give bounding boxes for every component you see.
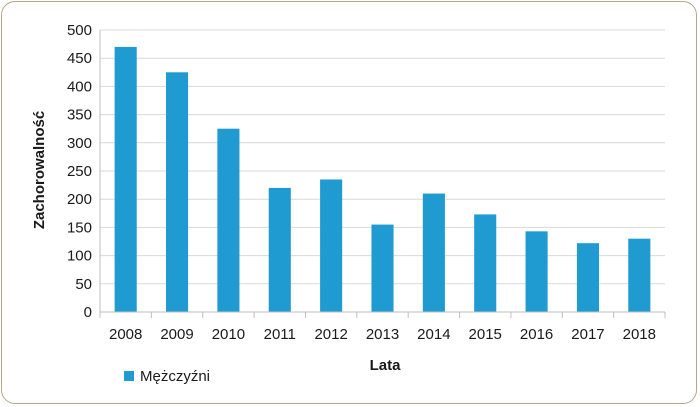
axes [99,30,666,318]
bar [114,46,137,313]
y-tick-label: 250 [67,163,92,180]
y-tick-label: 350 [67,107,92,124]
y-tick-label: 400 [67,78,92,95]
x-tick-label: 2010 [212,326,245,343]
y-tick-label: 150 [67,219,92,236]
x-tick-label: 2012 [314,326,347,343]
x-tick-label: 2008 [109,326,142,343]
x-tick-label: 2017 [571,326,604,343]
y-tick-label: 0 [84,304,92,321]
bar [576,243,599,312]
legend-swatch [124,371,134,381]
y-tick-label: 300 [67,135,92,152]
bar [166,72,189,312]
legend-label: Mężczyźni [140,368,210,385]
y-tick-label: 500 [67,22,92,39]
x-tick-label: 2016 [520,326,553,343]
bars [114,46,651,313]
y-tick-labels: 0 50 100 150 200 250 300 350 400 450 500 [67,22,92,321]
x-tick-labels: 2008 2009 2010 2011 2012 2013 2014 2015 2016 2017… [109,326,656,343]
x-tick-label: 2014 [417,326,450,343]
x-axis-title: Lata [370,357,402,374]
x-tick-label: 2009 [160,326,193,343]
x-tick-label: 2013 [366,326,399,343]
bar [320,179,343,312]
bar [474,214,497,312]
legend: Mężczyźni [124,368,210,385]
y-tick-label: 50 [75,276,92,293]
x-tick-label: 2011 [264,326,296,343]
y-tick-label: 200 [67,191,92,208]
y-axis-title: Zachorowalność [31,111,48,229]
bar [525,231,548,312]
bar [628,238,651,312]
x-tick-label: 2018 [623,326,656,343]
bar [422,193,445,312]
gridlines [100,29,665,285]
y-tick-label: 450 [67,50,92,67]
x-tick-label: 2015 [469,326,502,343]
bar [371,224,394,312]
y-tick-label: 100 [67,248,92,265]
bar [268,187,291,312]
bar [217,128,240,312]
